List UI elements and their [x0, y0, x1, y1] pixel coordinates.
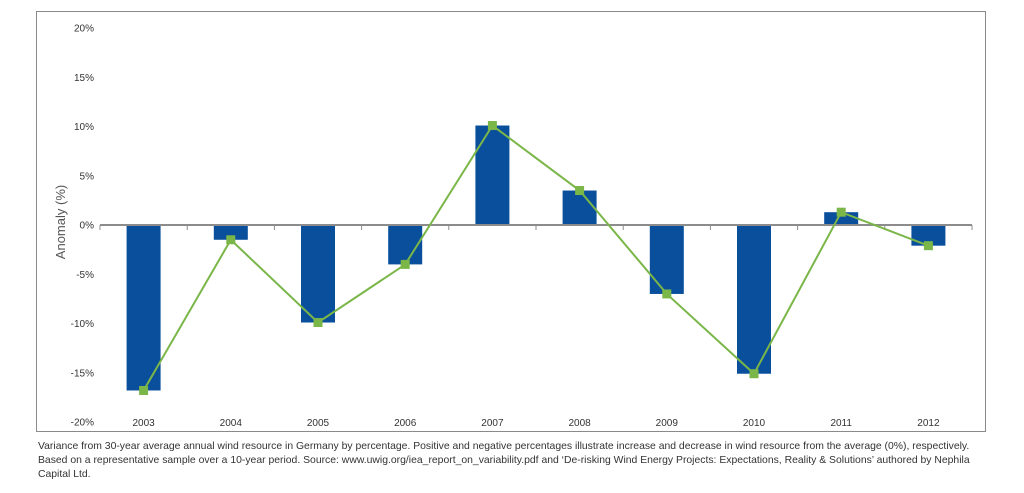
x-tick-label: 2011 — [830, 418, 852, 429]
bars — [126, 125, 946, 391]
bar-2008 — [562, 190, 597, 225]
x-tick-label: 2005 — [307, 418, 330, 429]
line-markers — [139, 121, 933, 395]
x-tick-label: 2009 — [656, 418, 679, 429]
x-tick-label: 2010 — [743, 418, 766, 429]
x-tick-label: 2003 — [132, 418, 155, 429]
y-tick-label: 20% — [74, 24, 94, 35]
y-tick-label: -15% — [71, 368, 94, 379]
anomaly-chart: Anomaly (%) 20% 15% 10% 5% 0% -5% -10% -15% -20%… — [53, 24, 973, 429]
chart-caption: Variance from 30-year average annual win… — [38, 441, 970, 480]
line-marker-2012 — [923, 241, 933, 251]
y-tick-label: 5% — [80, 171, 95, 182]
y-tick-label: 0% — [80, 221, 95, 232]
x-tick-label: 2008 — [568, 418, 591, 429]
bar-2005 — [301, 225, 335, 323]
bar-2012 — [911, 225, 946, 246]
y-tick-label: -10% — [71, 319, 94, 330]
line-marker-2010 — [749, 369, 759, 379]
line-marker-2008 — [575, 186, 585, 196]
trend-line — [142, 124, 929, 391]
line-marker-2009 — [662, 289, 672, 299]
bar-2004 — [213, 225, 248, 240]
line-marker-2006 — [400, 259, 410, 269]
x-tick-labels: 2003 2004 2005 2006 2007 2008 2009 2010 2011 2012 — [132, 418, 939, 429]
x-tick-label: 2004 — [220, 418, 243, 429]
y-tick-label: 15% — [74, 73, 94, 84]
bar-2009 — [649, 225, 684, 294]
chart-frame: Anomaly (%) 20% 15% 10% 5% 0% -5% -10% -15% -20%… — [36, 11, 986, 432]
line-marker-2003 — [139, 385, 149, 395]
bar-2003 — [126, 225, 161, 391]
y-tick-label: -20% — [71, 418, 94, 429]
line-marker-2005 — [313, 318, 323, 328]
line-marker-2004 — [226, 235, 236, 245]
line-marker-2007 — [487, 121, 497, 131]
bar-2010 — [737, 225, 771, 374]
y-tick-label: -5% — [76, 270, 94, 281]
y-tick-label: 10% — [74, 122, 94, 133]
line-marker-2011 — [836, 207, 846, 217]
y-axis-title-group: Anomaly (%) — [53, 185, 68, 259]
x-tick-label: 2007 — [481, 418, 504, 429]
x-tick-label: 2006 — [394, 418, 417, 429]
x-tick-label: 2012 — [917, 418, 940, 429]
y-axis-title: Anomaly (%) — [53, 185, 68, 259]
bar-2007 — [475, 125, 510, 225]
y-tick-labels: 20% 15% 10% 5% 0% -5% -10% -15% -20% — [71, 24, 94, 429]
x-tick-marks — [99, 225, 973, 230]
